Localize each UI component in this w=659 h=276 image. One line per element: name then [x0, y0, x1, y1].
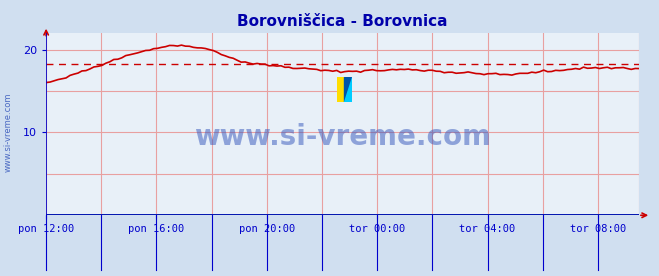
Text: www.si-vreme.com: www.si-vreme.com	[194, 123, 491, 151]
Text: www.si-vreme.com: www.si-vreme.com	[3, 93, 13, 172]
Title: Borovniščica - Borovnica: Borovniščica - Borovnica	[237, 14, 448, 29]
